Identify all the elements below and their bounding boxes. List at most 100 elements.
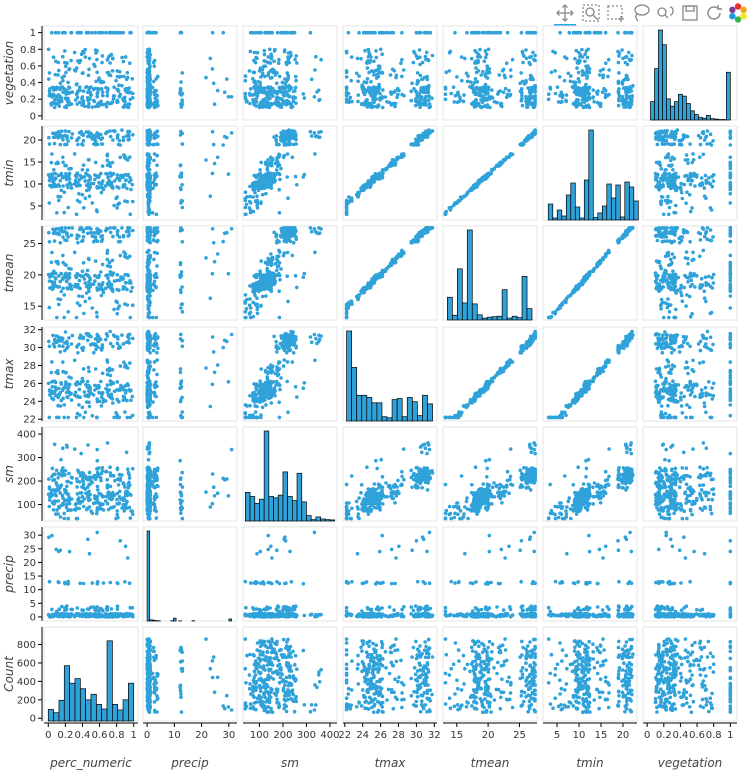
scatter-point <box>676 175 681 179</box>
scatter-point <box>669 158 673 163</box>
cell-vegetation-vs-vegetation[interactable] <box>642 25 738 121</box>
scatter-point <box>253 293 257 298</box>
scatter-point <box>301 92 306 96</box>
scatter-point <box>75 198 80 203</box>
lasso-select-tool[interactable] <box>630 2 652 24</box>
cell-tmean-vs-precip[interactable] <box>142 225 238 321</box>
scatter-point <box>247 311 252 316</box>
scatter-point <box>146 282 151 287</box>
scatter-point <box>663 175 667 180</box>
scatter-point <box>524 137 528 141</box>
cell-vegetation-vs-perc_numeric[interactable] <box>43 25 139 121</box>
scatter-point <box>93 177 97 182</box>
scatter-point <box>74 184 79 188</box>
scatter-point <box>630 53 634 58</box>
scatter-point <box>244 306 249 311</box>
scatter-point <box>99 87 104 91</box>
scatter-point <box>308 30 313 35</box>
scatter-point <box>665 141 669 146</box>
box-select-tool[interactable] <box>605 2 627 24</box>
scatter-point <box>505 92 510 97</box>
scatter-point <box>89 230 93 235</box>
scatter-point <box>460 78 464 83</box>
cell-tmean-vs-sm[interactable] <box>242 225 338 321</box>
hist-bar <box>624 181 630 221</box>
scatter-point <box>258 66 263 70</box>
scatter-point <box>87 56 92 61</box>
scatter-point <box>626 77 630 82</box>
wheel-zoom-tool[interactable] <box>655 2 677 24</box>
hist-bar <box>476 314 483 321</box>
scatter-point <box>145 175 150 179</box>
cell-tmin-vs-tmax[interactable] <box>342 125 438 221</box>
scatter-point <box>349 196 354 201</box>
cell-tmin-vs-vegetation[interactable] <box>642 125 738 221</box>
scatter-point <box>81 163 86 167</box>
cell-vegetation-vs-precip[interactable] <box>142 25 238 121</box>
reset-icon <box>707 5 722 20</box>
scatter-point <box>108 230 113 235</box>
scatter-point <box>277 171 281 176</box>
scatter-point <box>504 95 509 100</box>
cell-tmean-vs-tmean[interactable] <box>442 225 538 321</box>
cell-vegetation-vs-sm[interactable] <box>242 25 338 121</box>
scatter-point <box>62 190 67 194</box>
scatter-point <box>659 137 664 141</box>
scatter-point <box>257 69 262 73</box>
scatter-point <box>129 90 133 95</box>
scatter-point <box>86 105 91 109</box>
scatter-point <box>272 59 276 64</box>
scatter-point <box>77 30 81 35</box>
scatter-point <box>268 61 273 65</box>
box-zoom-tool[interactable] <box>580 2 602 24</box>
scatter-point <box>263 30 268 35</box>
scatter-point <box>221 143 225 147</box>
scatter-point <box>210 30 215 35</box>
cell-tmean-vs-perc_numeric[interactable] <box>43 225 139 321</box>
cell-vegetation-vs-tmin[interactable] <box>542 25 638 121</box>
scatter-point <box>94 51 98 55</box>
scatter-point <box>417 137 422 141</box>
scatter-point <box>616 103 621 108</box>
scatter-point <box>728 191 733 196</box>
cell-tmin-vs-precip[interactable] <box>142 125 238 221</box>
scatter-point <box>509 74 513 79</box>
scatter-point <box>531 50 535 55</box>
scatter-point <box>710 174 714 179</box>
scatter-point <box>115 311 119 316</box>
scatter-point <box>56 73 60 77</box>
cell-tmin-vs-sm[interactable] <box>242 125 338 221</box>
scatter-point <box>420 60 425 65</box>
scatter-point <box>146 299 151 304</box>
scatter-point <box>485 76 490 80</box>
hist-bar <box>552 217 558 221</box>
box-select-icon <box>607 5 624 22</box>
scatter-point <box>126 226 130 230</box>
cell-tmin-vs-tmean[interactable] <box>442 125 538 221</box>
scatter-point <box>208 296 213 301</box>
scatter-point <box>400 92 404 97</box>
save-tool[interactable] <box>679 2 701 24</box>
scatter-point <box>507 155 511 160</box>
scatter-point <box>558 30 562 35</box>
scatter-point <box>64 263 68 268</box>
scatter-point <box>178 90 182 95</box>
reset-tool[interactable] <box>703 2 725 24</box>
scatter-point <box>369 86 374 91</box>
cell-tmin-vs-perc_numeric[interactable] <box>43 125 139 221</box>
scatter-point <box>248 87 253 91</box>
cell-tmin-vs-tmin[interactable] <box>542 125 639 221</box>
cell-tmean-vs-tmin[interactable] <box>542 225 638 321</box>
scatter-point <box>624 95 629 99</box>
scatter-point <box>568 79 573 84</box>
scatter-point <box>530 85 534 90</box>
scatter-point <box>112 279 117 283</box>
bokeh-logo[interactable] <box>727 2 749 24</box>
cell-tmean-vs-tmax[interactable] <box>342 225 438 321</box>
pan-tool[interactable] <box>554 2 576 26</box>
cell-vegetation-vs-tmax[interactable] <box>342 25 438 121</box>
cell-vegetation-vs-tmean[interactable] <box>442 25 538 121</box>
scatter-point <box>252 80 256 84</box>
scatter-point <box>50 152 54 156</box>
